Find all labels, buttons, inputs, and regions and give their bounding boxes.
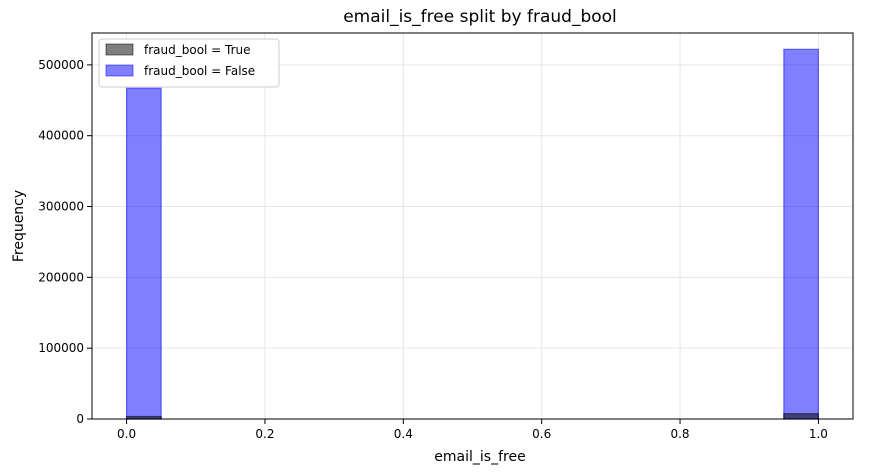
x-tick-label: 0.6 xyxy=(532,427,551,441)
y-tick-label: 200000 xyxy=(38,270,84,284)
y-axis: 0 100000 200000 300000 400000 500000 xyxy=(38,58,92,426)
x-tick-label: 0.8 xyxy=(670,427,689,441)
grid xyxy=(92,33,853,420)
histogram-bar xyxy=(125,87,162,420)
y-tick-label: 0 xyxy=(76,412,84,426)
legend: fraud_bool = True fraud_bool = False xyxy=(98,38,280,88)
plot-frame xyxy=(91,32,854,420)
x-tick-label: 0.0 xyxy=(117,427,136,441)
histogram-bar xyxy=(783,413,820,420)
legend-swatch xyxy=(105,43,134,56)
y-tick-label: 400000 xyxy=(38,129,84,143)
chart-title: email_is_free split by fraud_bool xyxy=(343,7,617,27)
legend-label: fraud_bool = True xyxy=(144,43,251,57)
x-tick-label: 0.4 xyxy=(394,427,413,441)
y-axis-label: Frequency xyxy=(11,190,27,262)
y-tick-label: 300000 xyxy=(38,200,84,214)
y-tick-label: 100000 xyxy=(38,341,84,355)
x-tick-label: 0.2 xyxy=(255,427,274,441)
y-tick-label: 500000 xyxy=(38,58,84,72)
x-axis-label: email_is_free xyxy=(434,449,525,465)
legend-box xyxy=(98,38,280,88)
x-tick-label: 1.0 xyxy=(809,427,828,441)
bars xyxy=(125,48,820,420)
histogram-bar xyxy=(783,48,820,420)
x-axis: 0.0 0.2 0.4 0.6 0.8 1.0 xyxy=(117,419,828,441)
legend-swatch xyxy=(105,64,134,77)
legend-label: fraud_bool = False xyxy=(144,64,255,78)
